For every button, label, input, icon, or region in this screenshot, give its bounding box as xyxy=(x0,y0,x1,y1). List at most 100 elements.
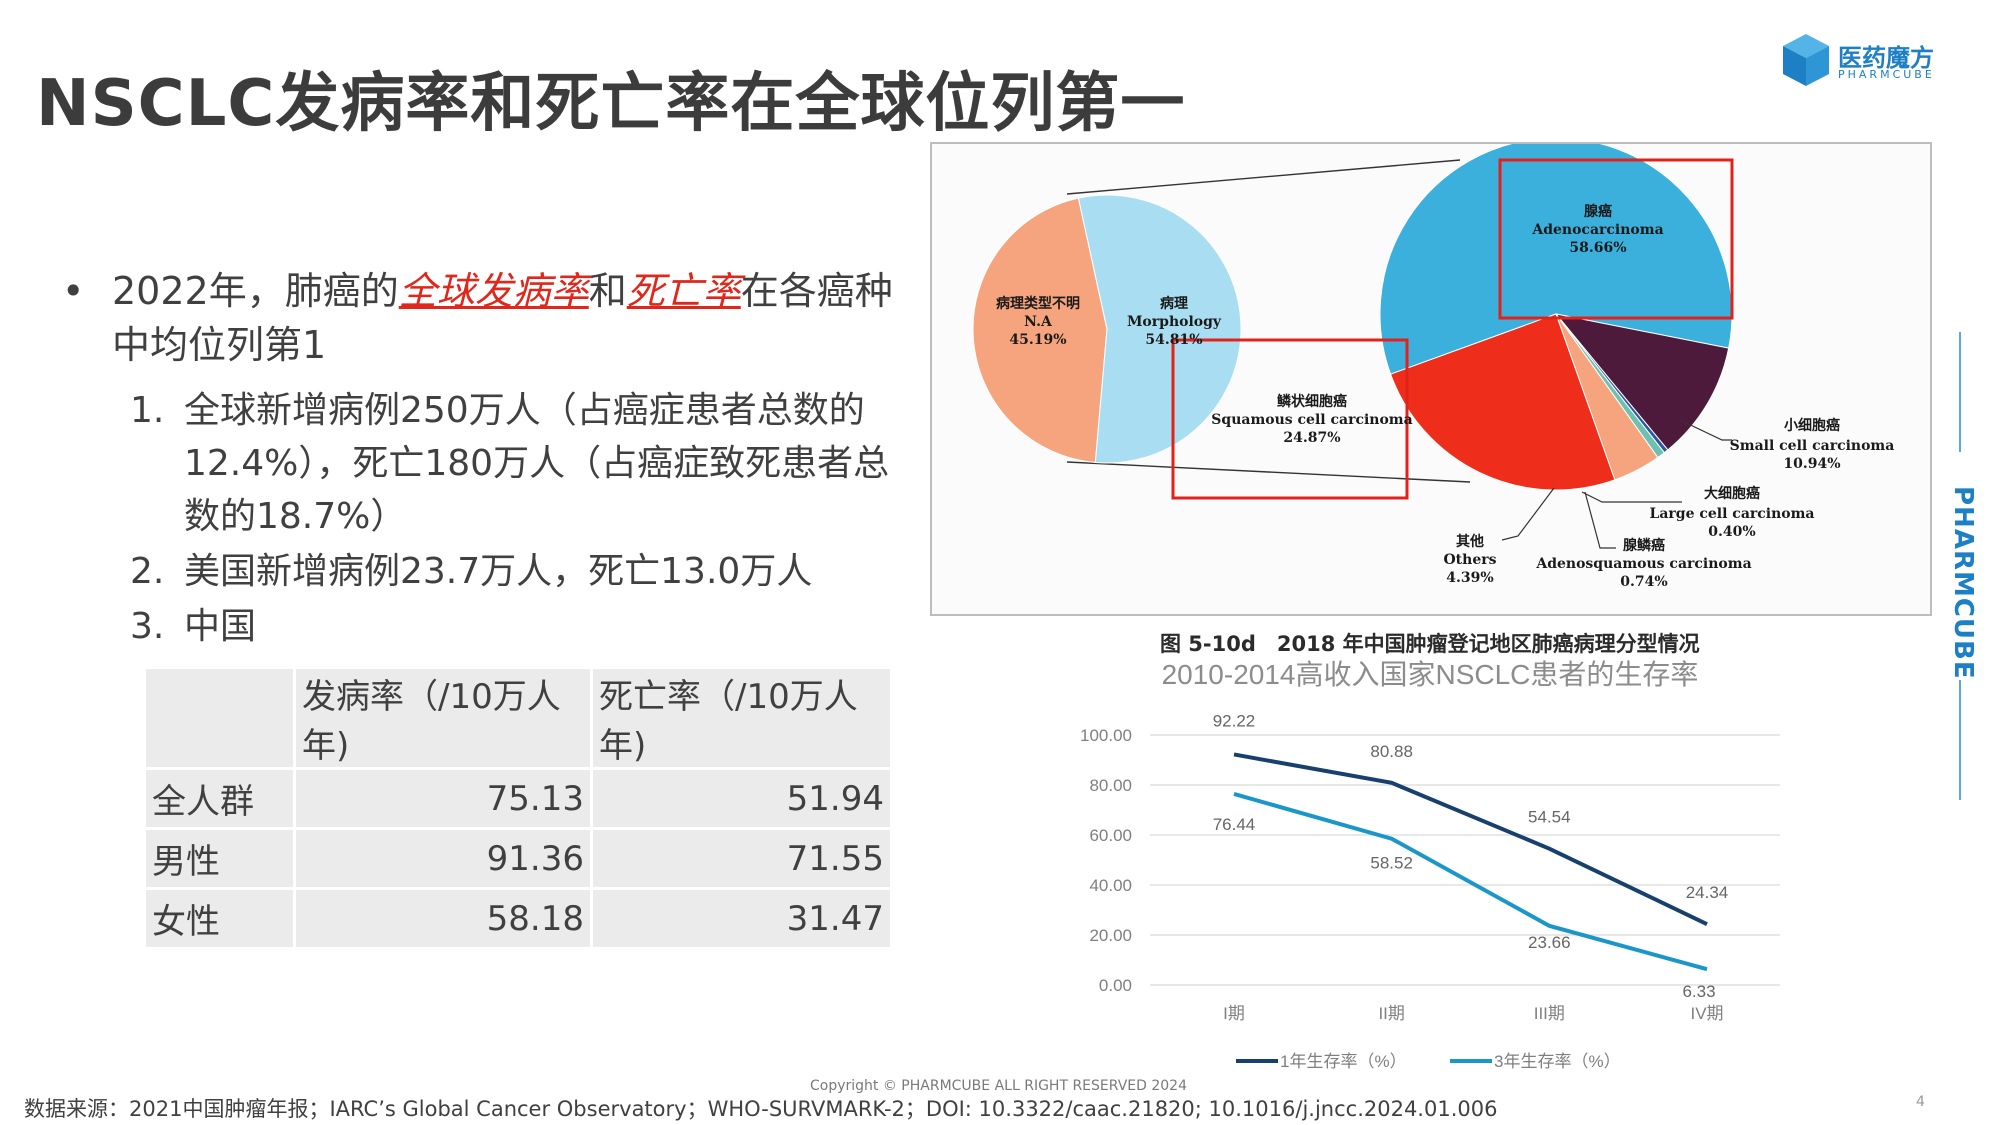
series-line-2 xyxy=(1233,791,1708,972)
leader-line-large-cell xyxy=(1581,491,1682,503)
logo-name-en: PHARMCUBE xyxy=(1838,68,1935,81)
copyright-text: Copyright © PHARMCUBE ALL RIGHT RESERVED… xyxy=(810,1078,1187,1094)
series-line-1 xyxy=(1233,752,1708,926)
page-title: NSCLC发病率和死亡率在全球位列第一 xyxy=(36,67,1186,141)
table-cell: 51.94 xyxy=(593,770,890,827)
pie-label-adeno-pct: 58.66% xyxy=(1569,240,1626,256)
highlight-box-squamous xyxy=(1171,338,1409,500)
line-chart-grid xyxy=(1150,734,1780,986)
pie-label-lc-en: Large cell carcinoma xyxy=(1649,506,1814,522)
x-tick-label: I期 xyxy=(1223,1004,1245,1023)
pie-slice-n-a xyxy=(972,197,1108,464)
table-cell: 女性 xyxy=(146,890,293,947)
sub-item-text: 全球新增病例250万人（占癌症患者总数的12.4%），死亡180万人（占癌症致死… xyxy=(184,390,890,537)
y-tick-label: 80.00 xyxy=(1089,776,1132,795)
bullet-text: 和 xyxy=(588,269,627,313)
pie-label-sc-en: Small cell carcinoma xyxy=(1730,438,1895,454)
table-header-cell: 死亡率（/10万人年) xyxy=(593,669,890,767)
leader-line-small-cell xyxy=(1679,419,1732,441)
y-tick-label: 60.00 xyxy=(1089,826,1132,845)
survival-line-chart: 2010-2014高收入国家NSCLC患者的生存率 0.00 20.00 40.00… xyxy=(1080,660,1780,1071)
china-rate-table: 发病率（/10万人年) 死亡率（/10万人年) 全人群 75.13 51.94 … xyxy=(143,666,893,950)
y-tick-label: 40.00 xyxy=(1089,876,1132,895)
pie-label-adeno-en: Adenocarcinoma xyxy=(1531,222,1663,238)
pie-chart-svg: 病理类型不明 N.A 45.19% 病理 Morphology 54.81% 腺… xyxy=(972,137,1895,590)
line-chart-y-ticks: 0.00 20.00 40.00 60.00 80.00 100.00 xyxy=(1080,726,1132,995)
cube-logo-icon xyxy=(1783,34,1829,86)
line-chart-data-labels: 92.22 80.88 54.54 24.34 76.44 58.52 23.66 6.33 xyxy=(1213,711,1729,1001)
legend-label: 1年生存率（%） xyxy=(1280,1052,1407,1071)
table-cell: 71.55 xyxy=(593,830,890,887)
table-cell: 全人群 xyxy=(146,770,293,827)
pie-label-lc-pct: 0.40% xyxy=(1708,524,1755,540)
bullet-text: 2022年，肺癌的 xyxy=(112,269,399,313)
data-label: 80.88 xyxy=(1370,742,1413,761)
pie-label-as-cn: 腺鳞癌 xyxy=(1623,537,1665,554)
pie-label-lc-cn: 大细胞癌 xyxy=(1704,485,1760,502)
pie-label-oth-pct: 4.39% xyxy=(1446,570,1493,586)
highlight-global-incidence: 全球发病率 xyxy=(398,269,589,313)
side-brand-text: PHARMCUBE xyxy=(1948,486,1978,680)
bullet-text: 在各癌种中均位列第1 xyxy=(112,269,893,367)
highlight-box-adenocarcinoma xyxy=(1498,158,1734,320)
y-tick-label: 100.00 xyxy=(1080,726,1132,745)
page-number: 4 xyxy=(1916,1094,1925,1110)
sub-item-number: 1. xyxy=(130,390,165,431)
side-brand: PHARMCUBE xyxy=(1948,480,1978,680)
table-cell: 58.18 xyxy=(296,890,590,947)
leader-line-others xyxy=(1501,487,1555,541)
table-cell: 31.47 xyxy=(593,890,890,947)
line-chart-legend: 1年生存率（%） 3年生存率（%） xyxy=(1236,1052,1621,1071)
line-chart-series xyxy=(1233,752,1708,972)
table-cell: 男性 xyxy=(146,830,293,887)
data-label: 23.66 xyxy=(1528,933,1571,952)
side-divider-line xyxy=(1959,332,1961,452)
table-row: 全人群 75.13 51.94 xyxy=(146,770,890,827)
pie-label-sq-cn: 鳞状细胞癌 xyxy=(1277,393,1347,410)
pie-label-na-pct: 45.19% xyxy=(1009,332,1066,348)
table-cell: 75.13 xyxy=(296,770,590,827)
table-row: 男性 91.36 71.55 xyxy=(146,830,890,887)
y-tick-label: 0.00 xyxy=(1099,976,1132,995)
pie-left xyxy=(972,194,1242,464)
x-tick-label: III期 xyxy=(1534,1004,1565,1023)
data-label: 92.22 xyxy=(1213,711,1256,730)
line-chart-x-ticks: I期 II期 III期 IV期 xyxy=(1223,1004,1723,1023)
sub-item-text: 中国 xyxy=(184,606,257,647)
legend-label: 3年生存率（%） xyxy=(1494,1052,1621,1071)
pie-label-sq-pct: 24.87% xyxy=(1283,430,1340,446)
sub-item-number: 2. xyxy=(130,551,165,592)
pie-figure: 病理类型不明 N.A 45.19% 病理 Morphology 54.81% 腺… xyxy=(930,137,1932,616)
highlight-mortality: 死亡率 xyxy=(626,269,741,313)
pie-slice-small-cell-carcinoma xyxy=(1554,313,1730,451)
pie-label-na-cn: 病理类型不明 xyxy=(996,295,1080,312)
pie-label-morph-cn: 病理 xyxy=(1160,295,1188,312)
pie-label-oth-en: Others xyxy=(1443,552,1496,568)
pie-label-as-en: Adenosquamous carcinoma xyxy=(1535,556,1751,572)
leader-line-adenosquamous xyxy=(1584,491,1616,549)
pharmcube-logo: 医药魔方 PHARMCUBE xyxy=(1780,32,1960,92)
bullet-dot: • xyxy=(62,269,85,313)
pie-connector-line xyxy=(1066,159,1461,195)
table-header-cell xyxy=(146,669,293,767)
x-tick-label: IV期 xyxy=(1690,1004,1723,1023)
data-label: 6.33 xyxy=(1682,982,1715,1001)
pie-connector-line xyxy=(1066,461,1471,483)
pie-label-na-en: N.A xyxy=(1024,314,1053,330)
x-tick-label: II期 xyxy=(1378,1004,1404,1023)
pie-label-as-pct: 0.74% xyxy=(1620,574,1667,590)
data-label: 58.52 xyxy=(1370,854,1413,873)
data-source-text: 数据来源：2021中国肿瘤年报；IARC’s Global Cancer Obs… xyxy=(24,1097,1498,1121)
pie-slice-squamous-cell-carcinoma xyxy=(1389,313,1616,491)
line-chart-title: 2010-2014高收入国家NSCLC患者的生存率 xyxy=(1162,660,1699,690)
sub-item-text: 美国新增病例23.7万人，死亡13.0万人 xyxy=(184,551,813,592)
pie-label-morph-pct: 54.81% xyxy=(1145,332,1202,348)
pie-label-adeno-cn: 腺癌 xyxy=(1584,203,1612,220)
table-header-cell: 发病率（/10万人年) xyxy=(296,669,590,767)
pie-right xyxy=(1379,137,1733,491)
y-tick-label: 20.00 xyxy=(1089,926,1132,945)
data-label: 24.34 xyxy=(1686,883,1729,902)
table-cell: 91.36 xyxy=(296,830,590,887)
data-label: 76.44 xyxy=(1213,815,1256,834)
pie-slice-morphology xyxy=(1077,194,1242,464)
